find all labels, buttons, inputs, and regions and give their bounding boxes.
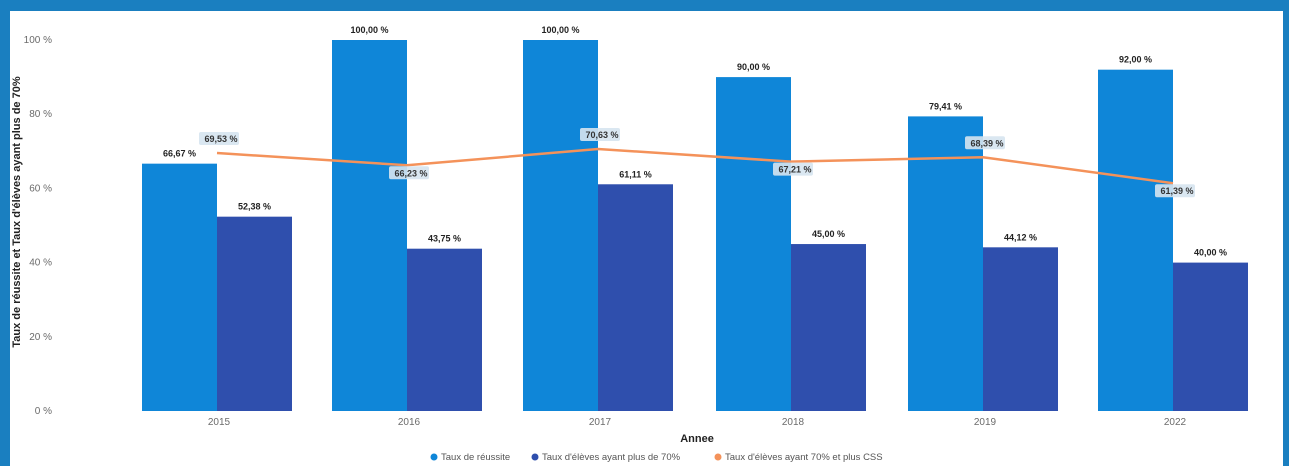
bar-taux-reussite	[142, 163, 217, 411]
bar-taux-eleves-70	[407, 248, 482, 411]
line-series-group: 69,53 % 66,23 % 70,63 % 67,21 % 68,39 % 61,39…	[199, 127, 1195, 198]
data-label-taux-reussite: 100,00 %	[541, 25, 579, 35]
legend-marker	[430, 453, 438, 461]
bar-taux-reussite	[908, 116, 983, 411]
y-axis-ticks: 0 % 20 % 40 % 60 % 80 % 100 %	[24, 35, 52, 417]
data-label-taux-eleves-70: 44,12 %	[1004, 232, 1037, 242]
y-axis-title: Taux de réussite et Taux d'élèves ayant …	[11, 76, 23, 347]
y-tick-label: 40 %	[29, 258, 52, 269]
legend-marker	[531, 453, 539, 461]
bar-taux-reussite	[1098, 69, 1173, 412]
data-label-taux-reussite: 100,00 %	[350, 25, 388, 35]
bar-taux-reussite	[332, 40, 407, 411]
y-tick-label: 100 %	[24, 35, 52, 46]
x-axis-ticks: 2015 2016 2017 2018 2019 2022	[208, 417, 1187, 428]
legend-label: Taux d'élèves ayant 70% et plus CSS	[725, 452, 883, 463]
data-label-taux-reussite: 92,00 %	[1119, 55, 1152, 65]
x-tick-label: 2019	[974, 417, 997, 428]
chart-legend: Taux de réussite Taux d'élèves ayant plus…	[430, 452, 883, 463]
data-label-taux-reussite: 79,41 %	[929, 101, 962, 111]
line-label-box	[389, 166, 429, 180]
line-taux-eleves-css	[216, 147, 1174, 185]
data-label-taux-eleves-70: 61,11 %	[619, 169, 652, 179]
y-tick-label: 80 %	[29, 109, 52, 120]
legend-marker	[714, 453, 722, 461]
y-tick-label: 60 %	[29, 183, 52, 194]
data-label-taux-reussite: 66,67 %	[163, 149, 196, 159]
data-label-taux-eleves-css: 68,39 %	[970, 138, 1003, 148]
data-label-taux-eleves-css: 61,39 %	[1160, 186, 1193, 196]
data-label-taux-eleves-css: 69,53 %	[204, 134, 237, 144]
data-label-taux-eleves-css: 66,23 %	[394, 168, 427, 178]
line-label-box	[773, 162, 813, 176]
data-label-taux-eleves-70: 52,38 %	[238, 202, 271, 212]
bar-taux-reussite	[716, 77, 791, 411]
line-label-box	[965, 136, 1005, 150]
data-label-taux-reussite: 90,00 %	[737, 62, 770, 72]
legend-label: Taux de réussite	[441, 452, 510, 463]
bar-series-group: 66,67 % 52,38 % 100,00 % 43,75 % 100,00 % 61,…	[142, 25, 1248, 412]
bar-taux-reussite	[523, 40, 598, 411]
x-tick-label: 2022	[1164, 417, 1187, 428]
line-label-box	[199, 132, 239, 146]
line-label-box	[1155, 184, 1195, 198]
bar-taux-eleves-70	[983, 247, 1058, 411]
bar-taux-eleves-70	[1173, 262, 1248, 411]
y-tick-label: 0 %	[35, 406, 52, 417]
legend-label: Taux d'élèves ayant plus de 70%	[542, 452, 681, 463]
data-label-taux-eleves-70: 40,00 %	[1194, 248, 1227, 258]
bar-taux-eleves-70	[598, 184, 673, 411]
x-tick-label: 2016	[398, 417, 421, 428]
bar-taux-eleves-70	[791, 244, 866, 411]
x-axis-title: Annee	[680, 433, 714, 445]
line-label-box	[580, 127, 620, 141]
x-tick-label: 2018	[782, 417, 805, 428]
bar-taux-eleves-70	[217, 216, 292, 411]
chart-panel: 0 % 20 % 40 % 60 % 80 % 100 % 66,67 % 52,38 % 1…	[10, 11, 1283, 466]
x-tick-label: 2017	[589, 417, 612, 428]
data-label-taux-eleves-70: 43,75 %	[428, 234, 461, 244]
data-label-taux-eleves-css: 67,21 %	[778, 165, 811, 175]
y-tick-label: 20 %	[29, 332, 52, 343]
combo-chart: 0 % 20 % 40 % 60 % 80 % 100 % 66,67 % 52,38 % 1…	[11, 25, 1248, 463]
data-label-taux-eleves-css: 70,63 %	[585, 130, 618, 140]
x-tick-label: 2015	[208, 417, 231, 428]
data-label-taux-eleves-70: 45,00 %	[812, 229, 845, 239]
